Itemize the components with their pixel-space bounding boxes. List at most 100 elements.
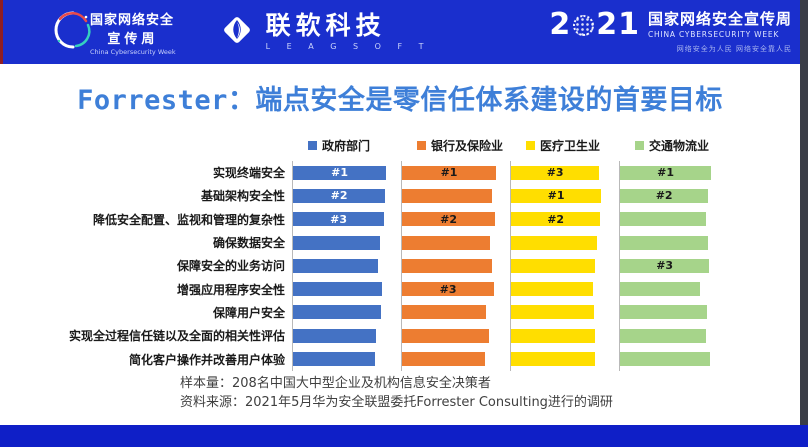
- year-2021: 2 21: [549, 10, 640, 40]
- footnote-sample-size: 样本量：208名中国大中型企业及机构信息安全决策者: [180, 376, 491, 391]
- legend-marker-icon: [417, 140, 426, 150]
- bar-cell: [510, 324, 619, 348]
- bar-chart: 政府部门 银行及保险业 医疗卫生业 交通物流业 实现终端安全 #1 #1 #3 #1 基础架构安…: [58, 136, 758, 371]
- rank-badge: #3: [656, 259, 674, 273]
- category-label: 保障用户安全: [212, 305, 285, 320]
- event-brand-2021: 2 21 国家网络安全宣传周 CHINA CYBERSECURITY WEEK …: [549, 10, 792, 54]
- chart-rows: 实现终端安全 #1 #1 #3 #1 基础架构安全性 #2 #1 #2 降低安全配置、监视和管理的…: [58, 161, 758, 371]
- bar-cell: [401, 254, 510, 278]
- bar-银行及保险业: [402, 305, 487, 320]
- bar-cell: #2: [510, 207, 619, 231]
- category-label: 简化客户操作并改善用户体验: [128, 352, 285, 367]
- bar-cell: [292, 300, 401, 325]
- category-label: 降低安全配置、监视和管理的复杂性: [92, 212, 285, 227]
- year-suffix: 21: [596, 7, 640, 42]
- category-label: 实现全过程信任链以及全面的相关性评估: [68, 329, 285, 344]
- bar-医疗卫生业: #1: [511, 188, 602, 203]
- category-label: 保障安全的业务访问: [176, 259, 285, 274]
- bar-交通物流业: #2: [620, 188, 709, 203]
- chart-row: 确保数据安全: [58, 230, 758, 255]
- brand-latin: L E A G S O F T: [265, 42, 431, 51]
- bar-交通物流业: [620, 282, 700, 297]
- footnotes: 样本量：208名中国大中型企业及机构信息安全决策者 资料来源：2021年5月华为…: [180, 374, 613, 412]
- bar-政府部门: [293, 282, 383, 297]
- bar-交通物流业: [620, 235, 709, 250]
- bar-政府部门: [293, 328, 376, 343]
- bar-交通物流业: [620, 328, 707, 343]
- rank-badge: #1: [440, 166, 458, 180]
- bar-cell: #2: [619, 184, 728, 208]
- bar-银行及保险业: [402, 235, 491, 250]
- bar-银行及保险业: [402, 328, 490, 343]
- bar-cell: [510, 300, 619, 325]
- bar-银行及保险业: [402, 352, 485, 367]
- bar-医疗卫生业: [511, 258, 596, 273]
- year-prefix: 2: [549, 7, 572, 42]
- bar-银行及保险业: #2: [402, 212, 496, 227]
- chart-row: 简化客户操作并改善用户体验: [58, 347, 758, 371]
- category-label: 基础架构安全性: [200, 189, 285, 204]
- bar-cell: [619, 347, 728, 371]
- bar-政府部门: #3: [293, 212, 385, 227]
- bar-银行及保险业: [402, 188, 493, 203]
- bar-医疗卫生业: [511, 305, 594, 320]
- right-dark-edge: [800, 0, 808, 425]
- header-band: 国家网络安全 宣传周 China Cybersecurity Week 联软科技…: [0, 0, 808, 64]
- bar-cell: [401, 184, 510, 208]
- legend-item-2: 医疗卫生业: [510, 137, 619, 154]
- rank-badge: #3: [330, 212, 348, 226]
- event-brand-row: 2 21 国家网络安全宣传周 CHINA CYBERSECURITY WEEK: [549, 10, 792, 40]
- cybersecurity-week-logo: 国家网络安全 宣传周 China Cybersecurity Week: [50, 7, 176, 57]
- bar-cell: [619, 300, 728, 325]
- bar-cell: [510, 277, 619, 301]
- category-label: 增强应用程序安全性: [176, 282, 285, 297]
- bar-cell: [510, 347, 619, 371]
- bar-政府部门: #2: [293, 188, 386, 203]
- bar-政府部门: #1: [293, 165, 387, 180]
- legend-label: 银行及保险业: [431, 138, 504, 153]
- bar-cell: #1: [292, 161, 401, 185]
- bar-cell: #3: [619, 254, 728, 278]
- chart-row: 保障安全的业务访问 #3: [58, 254, 758, 278]
- leagsoft-brand-text: 联软科技 L E A G S O F T: [266, 13, 431, 51]
- bar-cell: #2: [401, 207, 510, 231]
- bar-cell: [401, 300, 510, 325]
- bar-医疗卫生业: [511, 352, 595, 367]
- bar-cell: #1: [619, 161, 728, 185]
- bar-医疗卫生业: [511, 328, 595, 343]
- bar-cell: #2: [292, 184, 401, 208]
- bar-cell: #1: [401, 161, 510, 185]
- event-subtitle: CHINA CYBERSECURITY WEEK: [647, 29, 780, 39]
- legend-marker-icon: [308, 140, 317, 150]
- bar-医疗卫生业: #3: [511, 165, 600, 180]
- bar-交通物流业: [620, 352, 711, 367]
- bar-政府部门: [293, 352, 375, 367]
- footnote-source: 资料来源：2021年5月华为安全联盟委托Forrester Consulting…: [180, 395, 613, 410]
- globe-icon: [573, 14, 595, 36]
- bar-医疗卫生业: #2: [511, 212, 601, 227]
- bar-银行及保险业: #1: [402, 165, 497, 180]
- bar-医疗卫生业: [511, 282, 593, 297]
- csw-line1: 国家网络安全: [90, 12, 175, 28]
- bar-cell: [292, 254, 401, 278]
- rank-badge: #1: [547, 189, 565, 203]
- chart-row: 保障用户安全: [58, 300, 758, 325]
- bar-交通物流业: [620, 305, 708, 320]
- chart-row: 实现终端安全 #1 #1 #3 #1: [58, 161, 758, 185]
- rank-badge: #2: [330, 189, 348, 203]
- bar-cell: #3: [401, 277, 510, 301]
- rank-badge: #2: [655, 189, 673, 203]
- bar-银行及保险业: #3: [402, 282, 495, 297]
- bar-cell: [292, 277, 401, 301]
- legend-item-1: 银行及保险业: [401, 137, 510, 154]
- brand-name: 联软科技: [265, 11, 386, 40]
- rank-badge: #3: [546, 166, 564, 180]
- bar-交通物流业: [620, 212, 707, 227]
- bar-cell: [401, 347, 510, 371]
- bar-cell: [619, 207, 728, 231]
- bar-cell: [619, 230, 728, 255]
- rank-badge: #1: [657, 166, 675, 180]
- legend-label: 政府部门: [322, 138, 371, 153]
- chart-row: 降低安全配置、监视和管理的复杂性 #3 #2 #2: [58, 207, 758, 231]
